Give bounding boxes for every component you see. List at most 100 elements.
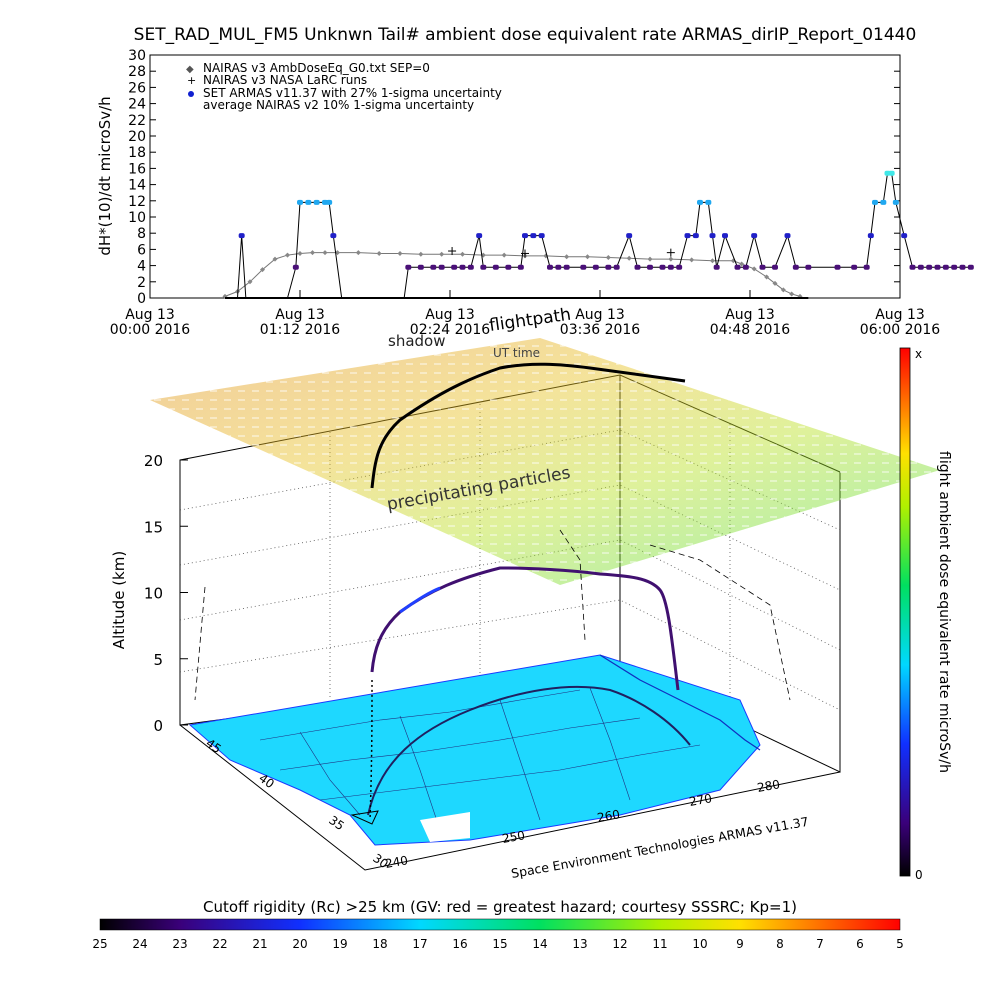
armas-point — [505, 264, 512, 270]
armas-point — [872, 199, 878, 205]
dose-x-tick-time: 00:00 2016 — [110, 322, 191, 338]
nairas-v3-point — [439, 251, 445, 257]
dose-y-tick-label: 16 — [128, 161, 146, 177]
dose-y-tick-label: 18 — [128, 145, 146, 161]
rigidity-tick-label: 6 — [856, 937, 864, 951]
armas-point — [659, 264, 666, 270]
nairas-v3-point — [764, 274, 770, 280]
armas-point — [805, 264, 812, 270]
rigidity-tick-label: 12 — [612, 937, 627, 951]
flight-3d-panel: flightpath shadow UT time precipitating … — [110, 305, 940, 881]
dose-colorbar-label: flight ambient dose equivalent rate micr… — [936, 451, 952, 773]
flightpath-drop — [369, 679, 373, 821]
altitude-tick-label: 20 — [144, 452, 163, 470]
armas-point — [705, 199, 712, 205]
nairas-v3-point — [647, 256, 653, 262]
dose-y-tick-label: 22 — [128, 113, 146, 129]
dose-y-tick-label: 26 — [128, 80, 146, 96]
rigidity-tick-label: 25 — [92, 937, 107, 951]
armas-point — [467, 264, 474, 270]
dose-x-tick-time: 01:12 2016 — [260, 322, 341, 338]
dose-y-tick-label: 20 — [128, 129, 146, 145]
figure-title: SET_RAD_MUL_FM5 Unknwn Tail# ambient dos… — [134, 25, 917, 45]
armas-point — [530, 233, 537, 239]
rigidity-tick-label: 16 — [452, 937, 467, 951]
flightpath-mid — [370, 566, 680, 691]
armas-point — [613, 264, 620, 270]
nairas-v3-point — [772, 280, 778, 286]
annotation-shadow: shadow — [388, 332, 445, 350]
rigidity-tick-label: 9 — [736, 937, 744, 951]
armas-point — [751, 233, 758, 239]
rigidity-tick-label: 11 — [652, 937, 667, 951]
land-surface — [188, 654, 761, 846]
longitude-tick-label: 280 — [756, 777, 781, 795]
dose-y-tick-label: 6 — [137, 242, 146, 258]
rigidity-tick-label: 24 — [132, 937, 147, 951]
rigidity-tick-label: 17 — [412, 937, 427, 951]
nairas-v3-point — [751, 266, 757, 272]
dose-y-tick-label: 8 — [137, 226, 146, 242]
armas-point — [742, 264, 749, 270]
nairas-v3-point — [247, 279, 253, 285]
armas-point — [647, 264, 653, 270]
annotation-ut-time: UT time — [493, 346, 540, 360]
armas-point — [692, 233, 699, 239]
armas-point — [863, 264, 870, 270]
altitude-tick-label: 10 — [144, 585, 163, 603]
rigidity-tick-label: 20 — [292, 937, 307, 951]
rigidity-tick-label: 8 — [776, 937, 784, 951]
armas-point — [634, 264, 641, 270]
dose-x-tick-date: Aug 13 — [125, 307, 175, 323]
rigidity-ticks: 25 24 23 22 21 20 19 18 17 16 15 14 13 12 11 10 9 8 7 6 5 — [92, 937, 903, 951]
armas-point — [934, 264, 941, 270]
flightpath-mid-blue-segment — [399, 586, 441, 614]
dose-x-tick-date: Aug 13 — [275, 307, 325, 323]
dose-x-tick-time: 03:36 2016 — [560, 322, 641, 338]
dose-y-tick-label: 12 — [128, 194, 146, 210]
rigidity-tick-label: 21 — [252, 937, 267, 951]
altitude-axis-label: Altitude (km) — [110, 551, 128, 649]
legend-nairas-v3: NAIRAS v3 AmbDoseEq_G0.txt SEP=0 — [203, 61, 430, 75]
rigidity-tick-label: 22 — [212, 937, 227, 951]
armas-point — [834, 264, 841, 270]
armas-point — [605, 264, 612, 270]
nairas-v3-point — [739, 261, 745, 267]
armas-point — [563, 264, 570, 270]
shadow-projection — [194, 529, 791, 701]
armas-point — [626, 233, 633, 239]
legend-nairas-v3-symbol: ◆ — [186, 64, 194, 75]
dose-y-tick-label: 28 — [128, 64, 146, 80]
armas-point — [580, 264, 587, 270]
ground-track — [367, 685, 691, 816]
armas-point — [292, 264, 299, 270]
armas-line — [225, 172, 971, 299]
altitude-tick-label: 0 — [153, 717, 163, 735]
armas-point — [430, 264, 437, 270]
nairas-v3-point — [689, 257, 695, 263]
nairas-v3-point — [626, 255, 632, 261]
dose-x-tick-date: Aug 13 — [875, 307, 925, 323]
armas-point — [522, 233, 528, 239]
nairas-v3-point — [355, 250, 361, 256]
dose-rate-panel: dH*(10)/dt microSv/h 0246810121416182022… — [96, 48, 974, 338]
armas-point — [792, 264, 799, 270]
armas-point — [326, 199, 333, 205]
dose-colorbar-gradient — [899, 347, 911, 877]
nairas-v3-point — [272, 256, 278, 262]
dose-x-tick-time: 06:00 2016 — [860, 322, 941, 338]
rigidity-tick-label: 10 — [692, 937, 707, 951]
armas-point — [459, 264, 466, 270]
dose-y-tick-label: 4 — [137, 259, 146, 275]
armas-point — [555, 264, 562, 270]
nairas-v3-point — [310, 250, 315, 256]
legend-larc: NAIRAS v3 NASA LaRC runs — [203, 73, 367, 87]
nairas-v3-point — [460, 251, 465, 257]
dose-y-tick-label: 30 — [128, 48, 146, 64]
armas-point — [476, 233, 483, 239]
rigidity-tick-label: 5 — [896, 937, 904, 951]
longitude-tick-label: 240 — [384, 853, 409, 871]
rigidity-tick-label: 19 — [332, 937, 347, 951]
